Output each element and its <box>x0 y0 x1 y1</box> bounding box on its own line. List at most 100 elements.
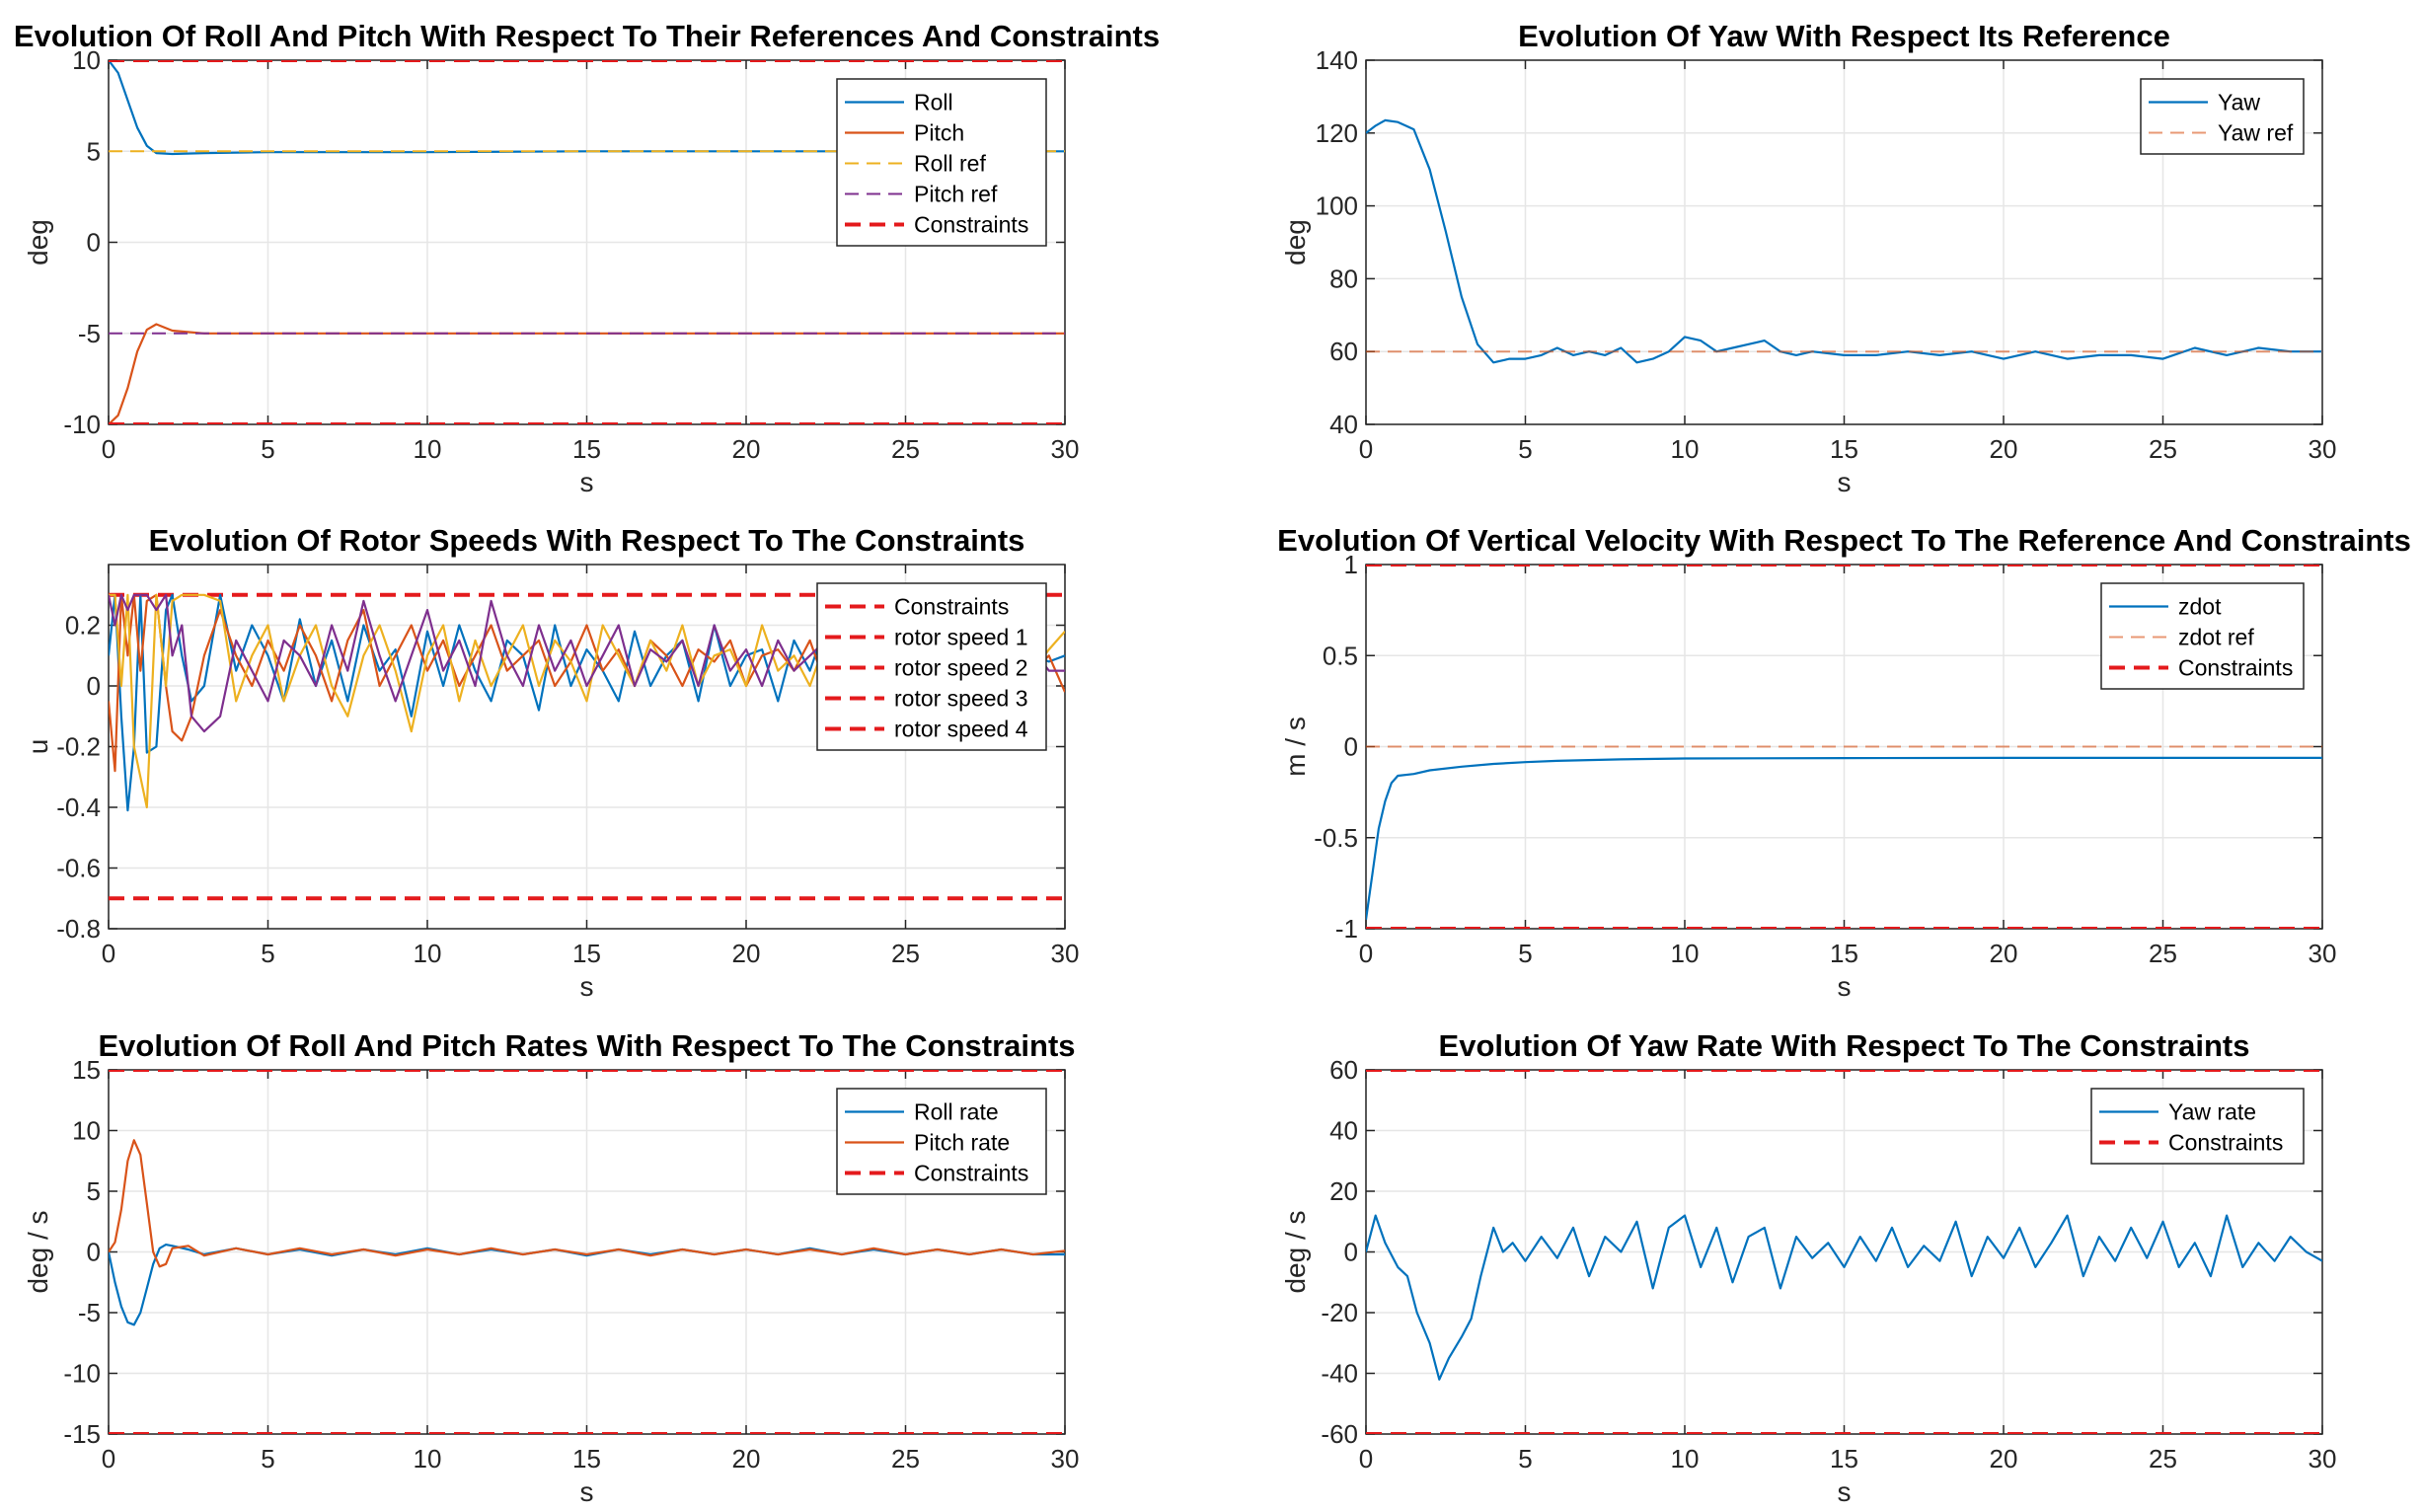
x-axis-label: s <box>580 971 594 1002</box>
x-tick-label: 15 <box>572 1444 601 1474</box>
series-line <box>109 1139 1065 1268</box>
x-tick-label: 5 <box>1518 939 1532 968</box>
x-tick-label: 5 <box>261 434 274 464</box>
y-tick-label: -20 <box>1321 1298 1358 1327</box>
legend-label: Yaw <box>2218 90 2260 115</box>
x-axis-label: s <box>1838 1476 1852 1507</box>
y-tick-label: 140 <box>1316 45 1358 75</box>
legend-label: Pitch rate <box>914 1130 1010 1156</box>
y-axis-label: deg <box>23 219 53 265</box>
chart-title: Evolution Of Yaw With Respect Its Refere… <box>1518 19 2170 53</box>
y-tick-label: 0 <box>87 228 101 258</box>
y-tick-label: -0.4 <box>56 793 101 822</box>
x-tick-label: 0 <box>102 939 115 968</box>
x-tick-label: 20 <box>732 434 761 464</box>
legend-label: rotor speed 3 <box>894 686 1028 712</box>
legend-label: Constraints <box>2178 655 2293 681</box>
y-tick-label: -0.8 <box>56 914 101 944</box>
legend-label: Constraints <box>914 1161 1028 1186</box>
chart-title: Evolution Of Roll And Pitch With Respect… <box>14 19 1160 53</box>
chart-2: 0 5 10 15 20 25 30 40 60 80 100 120 140 Evolution Of … <box>1280 19 2336 497</box>
y-tick-label: 10 <box>72 45 101 75</box>
x-tick-label: 0 <box>1359 939 1373 968</box>
x-tick-label: 20 <box>732 939 761 968</box>
x-tick-label: 30 <box>1051 1444 1080 1474</box>
x-tick-label: 30 <box>1051 939 1080 968</box>
x-tick-label: 10 <box>1671 434 1700 464</box>
y-tick-label: -5 <box>78 1298 101 1327</box>
legend: Yaw Yaw ref <box>2140 78 2305 155</box>
legend-label: rotor speed 1 <box>894 625 1028 650</box>
x-tick-label: 20 <box>1990 434 2018 464</box>
legend: Yaw rate Constraints <box>2090 1088 2305 1165</box>
x-tick-label: 10 <box>1671 1444 1700 1474</box>
y-tick-label: 0 <box>1344 1238 1358 1267</box>
y-tick-label: 0 <box>87 671 101 701</box>
legend: Roll rate Pitch rate Constraints <box>836 1088 1047 1195</box>
y-tick-label: 20 <box>1329 1176 1358 1206</box>
y-tick-label: -15 <box>63 1419 101 1449</box>
x-tick-label: 5 <box>1518 434 1532 464</box>
x-tick-label: 15 <box>572 939 601 968</box>
x-tick-label: 25 <box>2149 939 2177 968</box>
y-tick-label: 5 <box>87 1176 101 1206</box>
x-tick-label: 15 <box>1830 939 1858 968</box>
y-tick-label: 120 <box>1316 118 1358 148</box>
y-tick-label: -10 <box>63 410 101 439</box>
y-tick-label: -0.6 <box>56 854 101 883</box>
y-tick-label: 0 <box>87 1238 101 1267</box>
x-tick-label: 25 <box>891 1444 920 1474</box>
y-tick-label: -60 <box>1321 1419 1358 1449</box>
y-tick-label: 0.5 <box>1323 641 1358 670</box>
y-axis-label: m / s <box>1280 717 1311 777</box>
x-tick-label: 5 <box>1518 1444 1532 1474</box>
x-tick-label: 10 <box>414 434 442 464</box>
legend-label: Constraints <box>894 594 1009 620</box>
y-tick-label: 0.2 <box>65 611 101 641</box>
chart-title: Evolution Of Vertical Velocity With Resp… <box>1277 523 2411 558</box>
legend-label: Yaw rate <box>2168 1099 2256 1125</box>
x-tick-label: 30 <box>2309 939 2337 968</box>
x-tick-label: 10 <box>1671 939 1700 968</box>
x-tick-label: 5 <box>261 1444 274 1474</box>
legend-label: Constraints <box>2168 1130 2283 1156</box>
y-tick-label: 5 <box>87 136 101 166</box>
x-tick-label: 10 <box>414 1444 442 1474</box>
legend-box <box>2090 1088 2305 1165</box>
y-tick-label: 15 <box>72 1055 101 1085</box>
series-line <box>1366 756 2322 920</box>
y-axis-label: deg / s <box>1280 1210 1311 1293</box>
x-tick-label: 25 <box>2149 434 2177 464</box>
x-tick-label: 30 <box>2309 434 2337 464</box>
chart-6: 0 5 10 15 20 25 30 -60 -40 -20 0 20 40 60 Evolution Of… <box>1280 1028 2336 1507</box>
x-tick-label: 25 <box>2149 1444 2177 1474</box>
y-tick-label: 10 <box>72 1116 101 1146</box>
legend-label: Roll ref <box>914 151 986 177</box>
series-line <box>1366 1214 2322 1381</box>
y-tick-label: 40 <box>1329 410 1358 439</box>
x-tick-label: 0 <box>102 434 115 464</box>
x-tick-label: 20 <box>732 1444 761 1474</box>
legend-label: zdot <box>2178 594 2222 620</box>
x-tick-label: 0 <box>102 1444 115 1474</box>
x-tick-label: 0 <box>1359 434 1373 464</box>
y-tick-label: 100 <box>1316 191 1358 221</box>
x-tick-label: 10 <box>414 939 442 968</box>
legend: Constraints rotor speed 1 rotor speed 2 rot… <box>816 582 1047 751</box>
x-tick-label: 30 <box>1051 434 1080 464</box>
x-tick-label: 25 <box>891 939 920 968</box>
y-tick-label: -0.2 <box>56 732 101 762</box>
chart-3: 0 5 10 15 20 25 30 -0.8 -0.6 -0.4 -0.2 0 0.2 Evolutio… <box>23 523 1079 1002</box>
x-tick-label: 15 <box>572 434 601 464</box>
chart-title: Evolution Of Roll And Pitch Rates With R… <box>98 1028 1075 1063</box>
x-tick-label: 0 <box>1359 1444 1373 1474</box>
y-axis-label: deg / s <box>23 1210 53 1293</box>
legend: zdot zdot ref Constraints <box>2100 582 2305 690</box>
legend-label: Roll <box>914 90 953 115</box>
chart-title: Evolution Of Rotor Speeds With Respect T… <box>149 523 1025 558</box>
y-tick-label: 80 <box>1329 264 1358 293</box>
y-tick-label: 60 <box>1329 337 1358 366</box>
